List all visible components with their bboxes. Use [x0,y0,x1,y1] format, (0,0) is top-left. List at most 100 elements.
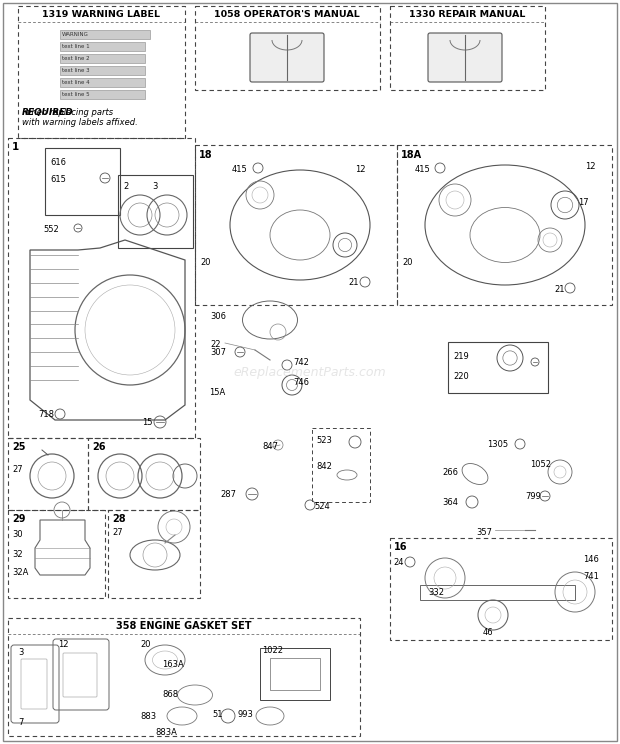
Bar [60,54,145,63]
Text: 307: 307 [210,348,226,357]
Text: 163A: 163A [162,660,184,669]
Text: 220: 220 [453,372,469,381]
Bar [8,510,105,598]
Text: 22: 22 [210,340,221,349]
Bar [60,66,145,75]
Text: 29: 29 [12,514,25,524]
Bar [270,658,320,690]
Text: 357: 357 [476,528,492,537]
Bar [60,42,145,51]
Text: 415: 415 [232,165,248,174]
Bar [60,90,145,99]
Text: 18: 18 [199,150,213,160]
Text: text line 1: text line 1 [62,44,90,49]
Bar [390,538,612,640]
Text: 306: 306 [210,312,226,321]
Text: 718: 718 [38,410,54,419]
Text: 20: 20 [140,640,151,649]
Text: 552: 552 [43,225,59,234]
Text: 7: 7 [18,718,24,727]
Bar [118,175,193,248]
Bar [8,438,88,510]
Bar [60,30,150,39]
Text: 615: 615 [50,175,66,184]
Text: with warning labels affixed.: with warning labels affixed. [22,118,138,127]
Text: 21: 21 [554,285,564,294]
Text: 1305: 1305 [487,440,508,449]
Text: 30: 30 [12,530,22,539]
Text: 46: 46 [483,628,494,637]
Text: 523: 523 [316,436,332,445]
Text: 15: 15 [142,418,153,427]
Text: 883: 883 [140,712,156,721]
Bar [108,510,200,598]
Text: when replacing parts: when replacing parts [22,108,113,117]
Text: 364: 364 [442,498,458,507]
Text: 993: 993 [238,710,254,719]
Text: 18A: 18A [401,150,422,160]
Text: 266: 266 [442,468,458,477]
Bar [18,6,185,138]
Text: 15A: 15A [209,388,225,397]
Text: 12: 12 [355,165,366,174]
Text: 27: 27 [112,528,123,537]
Text: 219: 219 [453,352,469,361]
Text: 27: 27 [12,465,22,474]
Bar [195,6,380,90]
Text: 12: 12 [58,640,68,649]
Text: text line 5: text line 5 [62,92,90,97]
Text: 415: 415 [415,165,431,174]
Text: 616: 616 [50,158,66,167]
Text: 1022: 1022 [262,646,283,655]
Bar [448,342,548,393]
Text: text line 2: text line 2 [62,56,90,61]
Text: 287: 287 [220,490,236,499]
Bar [260,648,330,700]
Text: 799: 799 [525,492,541,501]
Text: 24: 24 [393,558,404,567]
Text: 17: 17 [578,198,588,207]
Text: 1: 1 [12,142,19,152]
Text: 25: 25 [12,442,25,452]
Text: 12: 12 [585,162,595,171]
Bar [45,148,120,215]
Text: text line 3: text line 3 [62,68,90,73]
Text: 1058 OPERATOR'S MANUAL: 1058 OPERATOR'S MANUAL [214,10,360,19]
Text: 1330 REPAIR MANUAL: 1330 REPAIR MANUAL [409,10,525,19]
Text: 16: 16 [394,542,407,552]
Bar [312,428,370,502]
Text: eReplacementParts.com: eReplacementParts.com [234,365,386,379]
Text: 868: 868 [162,690,178,699]
Text: 332: 332 [428,588,444,597]
Text: 20: 20 [402,258,412,267]
Text: 146: 146 [583,555,599,564]
Text: text line 4: text line 4 [62,80,90,85]
Text: 358 ENGINE GASKET SET: 358 ENGINE GASKET SET [117,621,252,631]
Text: 847: 847 [262,442,278,451]
Bar [390,6,545,90]
Text: 3: 3 [18,648,24,657]
Text: 2: 2 [123,182,128,191]
Bar [60,78,145,87]
Text: 742: 742 [293,358,309,367]
Text: WARNING: WARNING [62,32,89,37]
Text: 3: 3 [152,182,157,191]
Bar [8,618,360,736]
Text: 524: 524 [314,502,330,511]
Bar [420,585,575,600]
Text: 883A: 883A [155,728,177,737]
Bar [397,145,612,305]
Text: 20: 20 [200,258,211,267]
Text: 21: 21 [348,278,358,287]
Text: 28: 28 [112,514,126,524]
FancyBboxPatch shape [428,33,502,82]
FancyBboxPatch shape [250,33,324,82]
Text: 32: 32 [12,550,22,559]
Text: 746: 746 [293,378,309,387]
Text: 1052: 1052 [530,460,551,469]
Text: 741: 741 [583,572,599,581]
Bar [88,438,200,510]
Text: 51: 51 [212,710,223,719]
Text: REQUIRED: REQUIRED [22,108,74,117]
Text: 842: 842 [316,462,332,471]
